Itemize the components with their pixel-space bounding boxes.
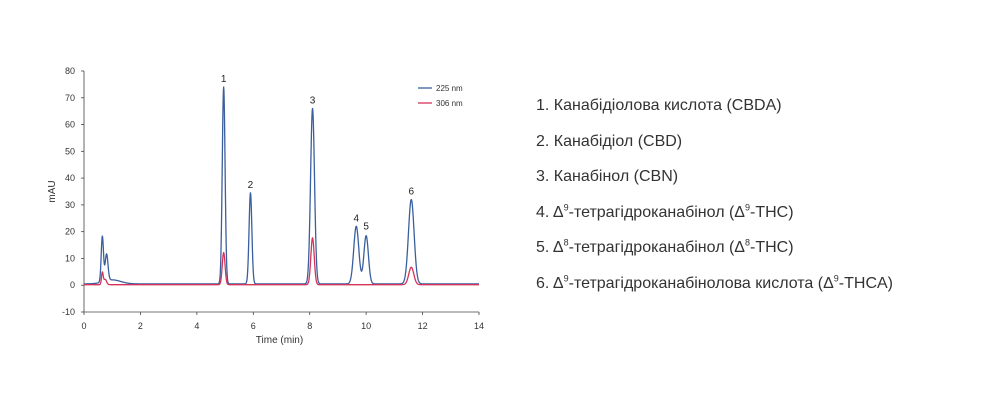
x-tick-label: 12 bbox=[418, 321, 428, 331]
peak-list-item: 5. Δ8-тетрагідроканабінол (Δ8-THC) bbox=[536, 235, 893, 271]
peak-list-item: 1. Канабідіолова кислота (CBDA) bbox=[536, 93, 893, 129]
series-line-0 bbox=[83, 86, 480, 285]
peak-label: 4 bbox=[353, 213, 359, 224]
y-tick-label: 60 bbox=[65, 120, 75, 130]
peak-list-number: 1. bbox=[536, 97, 554, 114]
peak-list-name: Канабідіолова кислота (CBDA) bbox=[553, 97, 782, 114]
series-layer bbox=[83, 86, 480, 286]
y-tick-label: 20 bbox=[65, 227, 75, 237]
peak-list-name: Канабідіол (CBD) bbox=[553, 132, 683, 150]
series-line-1 bbox=[83, 237, 480, 286]
y-tick-label: 70 bbox=[65, 93, 75, 103]
y-tick-label: 10 bbox=[65, 253, 75, 263]
peak-list-superscript: 8 bbox=[563, 237, 569, 248]
legend-label: 306 nm bbox=[436, 99, 463, 108]
x-tick-label: 0 bbox=[81, 321, 86, 331]
peak-list-name: Канабінол (CBN) bbox=[553, 168, 679, 185]
peak-label: 3 bbox=[310, 95, 316, 106]
peak-label: 2 bbox=[248, 180, 254, 191]
legend-label: 225 nm bbox=[436, 84, 463, 93]
x-tick-label: 2 bbox=[138, 321, 143, 331]
y-axis-title: mAU bbox=[47, 180, 58, 202]
peak-list-number: 3. bbox=[536, 168, 554, 185]
peak-list-number: 5. bbox=[536, 239, 553, 256]
y-tick-label: 0 bbox=[70, 280, 75, 290]
peak-list-suffix: -THC) bbox=[750, 239, 794, 256]
peak-list-name: -тетрагідроканабінолова кислота ( bbox=[568, 274, 824, 292]
peak-list-name: -тетрагідроканабінол ( bbox=[568, 239, 735, 256]
x-tick-label: 10 bbox=[361, 321, 371, 331]
peak-list-delta: Δ bbox=[734, 203, 745, 221]
peak-label: 6 bbox=[409, 187, 415, 198]
peak-list-delta: Δ bbox=[552, 203, 564, 221]
peak-list-suffix: -THCA) bbox=[838, 274, 894, 292]
peak-list-number: 4. bbox=[536, 203, 553, 221]
y-tick-label: 80 bbox=[65, 66, 75, 76]
peak-list: 1. Канабідіолова кислота (CBDA) 2. Канабі… bbox=[536, 93, 893, 306]
x-tick-label: 14 bbox=[474, 321, 484, 331]
y-tick-label: -10 bbox=[62, 307, 75, 317]
peak-list-number: 6. bbox=[536, 274, 553, 292]
peak-list-suffix: -THC) bbox=[750, 203, 794, 221]
peak-list-item: 6. Δ9-тетрагідроканабінолова кислота (Δ9… bbox=[536, 271, 893, 307]
peak-list-superscript: 9 bbox=[744, 202, 750, 213]
peak-list-number: 2. bbox=[536, 132, 554, 150]
x-axis-title: Time (min) bbox=[256, 335, 303, 346]
peak-list-item: 3. Канабінол (CBN) bbox=[536, 164, 893, 200]
peak-list-superscript: 9 bbox=[563, 202, 569, 213]
peak-list-superscript: 9 bbox=[563, 273, 569, 284]
peak-list-item: 2. Канабідіол (CBD) bbox=[536, 129, 893, 165]
y-tick-label: 30 bbox=[65, 200, 75, 210]
peak-list-superscript: 8 bbox=[744, 237, 750, 248]
y-tick-label: 40 bbox=[65, 173, 75, 183]
legend: 225 nm 306 nm bbox=[418, 84, 463, 108]
peak-label: 1 bbox=[221, 74, 227, 85]
y-tick-label: 50 bbox=[65, 146, 75, 156]
peak-list-delta: Δ bbox=[823, 274, 834, 292]
peak-list-delta: Δ bbox=[734, 239, 745, 256]
peak-list-delta: Δ bbox=[552, 239, 564, 256]
peak-list-item: 4. Δ9-тетрагідроканабінол (Δ9-THC) bbox=[536, 200, 893, 236]
x-tick-label: 4 bbox=[194, 321, 199, 331]
peak-list-delta: Δ bbox=[552, 274, 564, 292]
peak-labels: 1 2 3 45 6 bbox=[221, 74, 415, 232]
peak-list-name: -тетрагідроканабінол ( bbox=[568, 203, 735, 221]
peak-list-superscript: 9 bbox=[833, 273, 839, 284]
peak-label: 5 bbox=[363, 221, 369, 232]
x-tick-label: 8 bbox=[307, 321, 312, 331]
x-tick-label: 6 bbox=[251, 321, 256, 331]
